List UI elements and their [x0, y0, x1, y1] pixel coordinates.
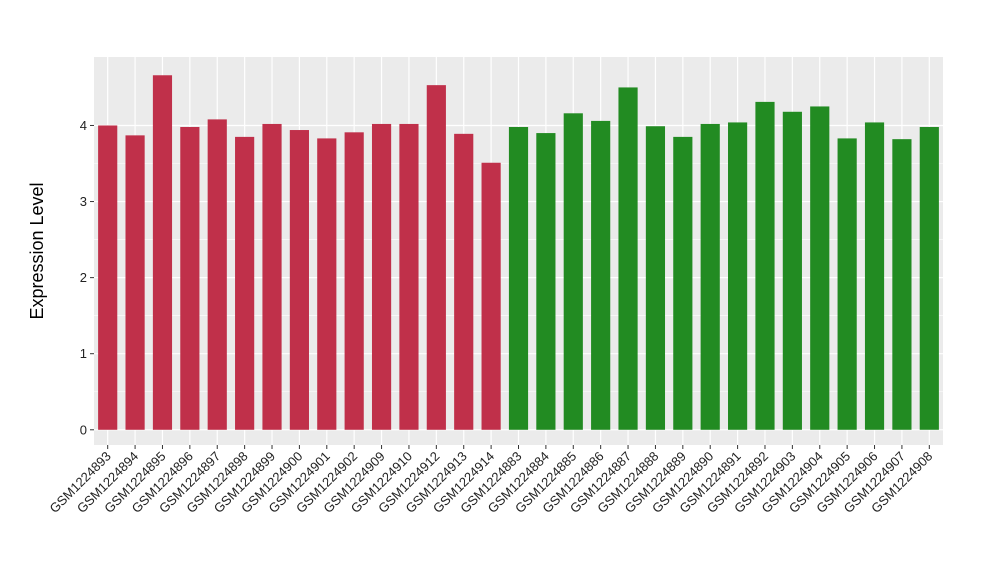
bar [235, 136, 255, 430]
bar [563, 113, 583, 430]
bar [645, 126, 666, 430]
bar [892, 139, 912, 430]
bar [919, 126, 939, 430]
y-tick-label: 1 [80, 346, 87, 361]
bar [673, 136, 693, 430]
bar [180, 126, 200, 430]
bar [152, 75, 173, 430]
bar [618, 87, 638, 430]
bar [344, 132, 364, 430]
bar [98, 125, 118, 430]
bar [426, 85, 446, 430]
bar [262, 123, 282, 430]
x-axis: GSM1224893GSM1224894GSM1224895GSM1224896… [46, 445, 935, 516]
bar [810, 106, 830, 430]
bar [755, 101, 775, 430]
bar [508, 126, 529, 430]
y-axis-title: Expression Level [27, 182, 47, 319]
bar [317, 138, 337, 430]
y-tick-label: 3 [80, 194, 87, 209]
bar [837, 138, 857, 430]
bar [782, 111, 802, 430]
bar [536, 133, 556, 430]
bar [700, 123, 720, 430]
bar [864, 122, 885, 430]
bar [728, 122, 748, 430]
bar [454, 133, 474, 430]
bar [125, 135, 145, 430]
bar [207, 119, 227, 430]
bar [481, 162, 501, 430]
bar [289, 130, 309, 430]
y-tick-label: 0 [80, 422, 87, 437]
bar [371, 123, 392, 430]
y-tick-label: 4 [80, 118, 87, 133]
bar [591, 120, 611, 430]
bar [399, 123, 419, 430]
bars-group [98, 75, 939, 430]
y-axis: 0 1 2 3 4 [80, 118, 94, 437]
y-tick-label: 2 [80, 270, 87, 285]
